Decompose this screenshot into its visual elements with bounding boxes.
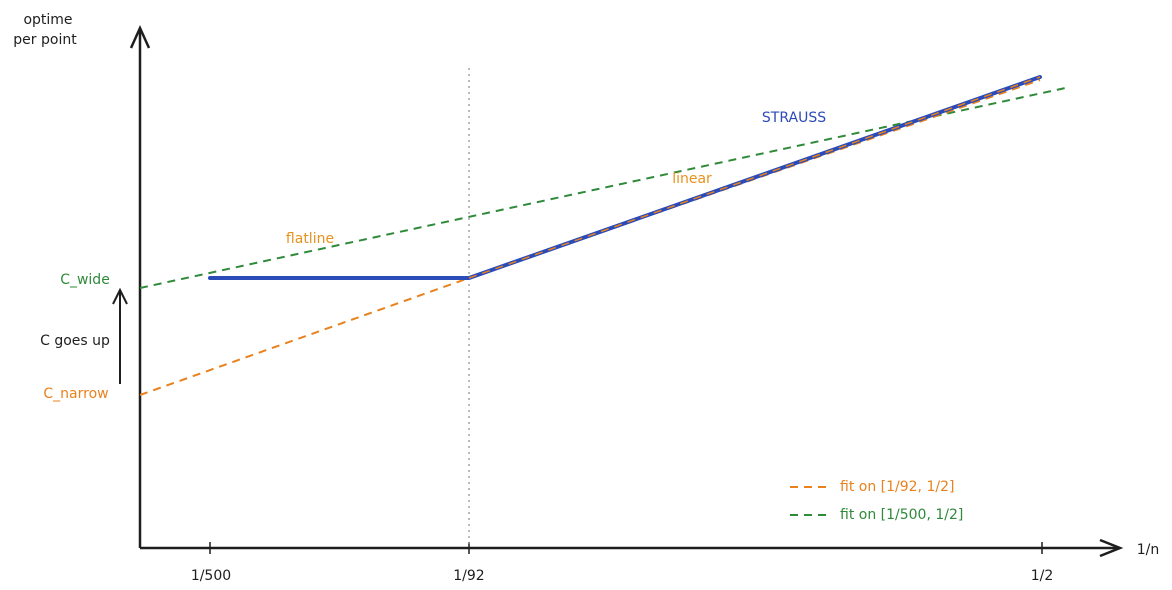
x-axis-label: 1/n [1137, 542, 1160, 558]
strauss-label: STRAUSS [762, 110, 826, 126]
fit-narrow-line [139, 79, 1041, 396]
legend-label: fit on [1/92, 1/2] [840, 479, 954, 495]
x-tick-label: 1/500 [191, 568, 231, 584]
x-tick-label: 1/2 [1031, 568, 1054, 584]
fit-narrow-overlay [468, 76, 1041, 279]
y-axis-arrow [129, 24, 151, 49]
shift-arrow-head [112, 287, 128, 305]
flatline-label: flatline [286, 231, 334, 247]
x-axis-arrow [1099, 538, 1124, 558]
linear-label: linear [672, 171, 712, 187]
y-axis-label: optime [23, 12, 72, 28]
y-axis-label: per point [13, 32, 77, 48]
shift-label: C goes up [40, 333, 110, 349]
x-tick-label: 1/92 [453, 568, 484, 584]
legend-label: fit on [1/500, 1/2] [840, 507, 963, 523]
c-wide-label: C_wide [60, 272, 110, 288]
fit-wide-line [139, 86, 1071, 289]
c-narrow-label: C_narrow [43, 386, 108, 402]
